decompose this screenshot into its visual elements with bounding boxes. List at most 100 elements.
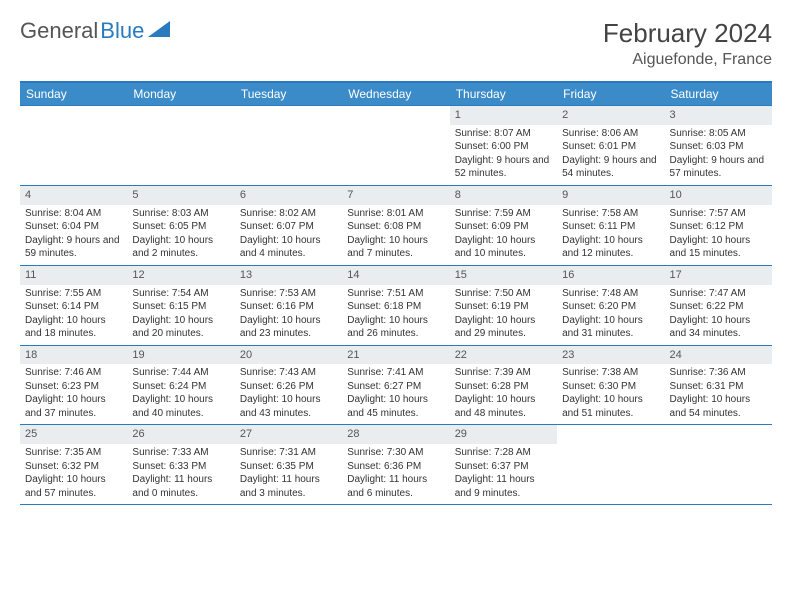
daylight-line: Daylight: 10 hours and 29 minutes. bbox=[455, 314, 552, 341]
sunset-line: Sunset: 6:08 PM bbox=[347, 220, 444, 234]
daylight-line: Daylight: 10 hours and 45 minutes. bbox=[347, 393, 444, 420]
sunrise-line: Sunrise: 7:41 AM bbox=[347, 366, 444, 380]
sunset-line: Sunset: 6:15 PM bbox=[132, 300, 229, 314]
day-cell: 27Sunrise: 7:31 AMSunset: 6:35 PMDayligh… bbox=[235, 425, 342, 504]
day-number: 16 bbox=[557, 266, 664, 285]
daylight-line: Daylight: 9 hours and 57 minutes. bbox=[670, 154, 767, 181]
day-number: 3 bbox=[665, 106, 772, 125]
weekday-header: Friday bbox=[557, 83, 664, 105]
sunset-line: Sunset: 6:30 PM bbox=[562, 380, 659, 394]
week-row: 11Sunrise: 7:55 AMSunset: 6:14 PMDayligh… bbox=[20, 265, 772, 345]
day-cell: 14Sunrise: 7:51 AMSunset: 6:18 PMDayligh… bbox=[342, 266, 449, 345]
sunrise-line: Sunrise: 7:31 AM bbox=[240, 446, 337, 460]
sunset-line: Sunset: 6:19 PM bbox=[455, 300, 552, 314]
sunrise-line: Sunrise: 8:03 AM bbox=[132, 207, 229, 221]
day-number: 29 bbox=[450, 425, 557, 444]
day-body: Sunrise: 8:02 AMSunset: 6:07 PMDaylight:… bbox=[235, 205, 342, 265]
sunset-line: Sunset: 6:32 PM bbox=[25, 460, 122, 474]
day-body: Sunrise: 7:38 AMSunset: 6:30 PMDaylight:… bbox=[557, 364, 664, 424]
brand-logo: GeneralBlue bbox=[20, 18, 170, 44]
day-body: Sunrise: 7:35 AMSunset: 6:32 PMDaylight:… bbox=[20, 444, 127, 504]
day-body: Sunrise: 8:04 AMSunset: 6:04 PMDaylight:… bbox=[20, 205, 127, 265]
day-cell: 9Sunrise: 7:58 AMSunset: 6:11 PMDaylight… bbox=[557, 186, 664, 265]
weekday-header-row: SundayMondayTuesdayWednesdayThursdayFrid… bbox=[20, 83, 772, 105]
sunset-line: Sunset: 6:24 PM bbox=[132, 380, 229, 394]
day-number: 14 bbox=[342, 266, 449, 285]
day-body: Sunrise: 7:46 AMSunset: 6:23 PMDaylight:… bbox=[20, 364, 127, 424]
daylight-line: Daylight: 10 hours and 54 minutes. bbox=[670, 393, 767, 420]
daylight-line: Daylight: 10 hours and 2 minutes. bbox=[132, 234, 229, 261]
sunrise-line: Sunrise: 7:33 AM bbox=[132, 446, 229, 460]
sunrise-line: Sunrise: 8:04 AM bbox=[25, 207, 122, 221]
day-body: Sunrise: 7:58 AMSunset: 6:11 PMDaylight:… bbox=[557, 205, 664, 265]
day-body: Sunrise: 7:55 AMSunset: 6:14 PMDaylight:… bbox=[20, 285, 127, 345]
day-number: 21 bbox=[342, 346, 449, 365]
day-body: Sunrise: 7:57 AMSunset: 6:12 PMDaylight:… bbox=[665, 205, 772, 265]
sunset-line: Sunset: 6:16 PM bbox=[240, 300, 337, 314]
day-cell: 28Sunrise: 7:30 AMSunset: 6:36 PMDayligh… bbox=[342, 425, 449, 504]
day-number: 27 bbox=[235, 425, 342, 444]
day-body: Sunrise: 8:07 AMSunset: 6:00 PMDaylight:… bbox=[450, 125, 557, 185]
title-block: February 2024 Aiguefonde, France bbox=[603, 18, 772, 69]
day-body: Sunrise: 7:59 AMSunset: 6:09 PMDaylight:… bbox=[450, 205, 557, 265]
sunset-line: Sunset: 6:07 PM bbox=[240, 220, 337, 234]
day-number: 13 bbox=[235, 266, 342, 285]
day-body: Sunrise: 7:39 AMSunset: 6:28 PMDaylight:… bbox=[450, 364, 557, 424]
sunrise-line: Sunrise: 7:28 AM bbox=[455, 446, 552, 460]
sunrise-line: Sunrise: 7:57 AM bbox=[670, 207, 767, 221]
sunset-line: Sunset: 6:09 PM bbox=[455, 220, 552, 234]
daylight-line: Daylight: 10 hours and 43 minutes. bbox=[240, 393, 337, 420]
day-cell: 5Sunrise: 8:03 AMSunset: 6:05 PMDaylight… bbox=[127, 186, 234, 265]
sunrise-line: Sunrise: 7:43 AM bbox=[240, 366, 337, 380]
day-cell: 17Sunrise: 7:47 AMSunset: 6:22 PMDayligh… bbox=[665, 266, 772, 345]
sunrise-line: Sunrise: 7:53 AM bbox=[240, 287, 337, 301]
day-number: 26 bbox=[127, 425, 234, 444]
day-cell: 2Sunrise: 8:06 AMSunset: 6:01 PMDaylight… bbox=[557, 106, 664, 185]
day-body: Sunrise: 7:36 AMSunset: 6:31 PMDaylight:… bbox=[665, 364, 772, 424]
sunset-line: Sunset: 6:18 PM bbox=[347, 300, 444, 314]
day-number: 20 bbox=[235, 346, 342, 365]
daylight-line: Daylight: 10 hours and 51 minutes. bbox=[562, 393, 659, 420]
sunrise-line: Sunrise: 7:47 AM bbox=[670, 287, 767, 301]
daylight-line: Daylight: 10 hours and 57 minutes. bbox=[25, 473, 122, 500]
day-cell: 26Sunrise: 7:33 AMSunset: 6:33 PMDayligh… bbox=[127, 425, 234, 504]
month-title: February 2024 bbox=[603, 18, 772, 49]
day-body: Sunrise: 7:48 AMSunset: 6:20 PMDaylight:… bbox=[557, 285, 664, 345]
day-body: Sunrise: 8:06 AMSunset: 6:01 PMDaylight:… bbox=[557, 125, 664, 185]
daylight-line: Daylight: 10 hours and 31 minutes. bbox=[562, 314, 659, 341]
sunrise-line: Sunrise: 8:02 AM bbox=[240, 207, 337, 221]
day-cell: . bbox=[557, 425, 664, 504]
sunrise-line: Sunrise: 7:39 AM bbox=[455, 366, 552, 380]
day-cell: . bbox=[127, 106, 234, 185]
daylight-line: Daylight: 11 hours and 0 minutes. bbox=[132, 473, 229, 500]
day-body: Sunrise: 7:47 AMSunset: 6:22 PMDaylight:… bbox=[665, 285, 772, 345]
day-cell: 18Sunrise: 7:46 AMSunset: 6:23 PMDayligh… bbox=[20, 346, 127, 425]
weekday-header: Wednesday bbox=[342, 83, 449, 105]
day-number: 8 bbox=[450, 186, 557, 205]
daylight-line: Daylight: 10 hours and 4 minutes. bbox=[240, 234, 337, 261]
sunrise-line: Sunrise: 7:55 AM bbox=[25, 287, 122, 301]
logo-triangle-icon bbox=[148, 21, 170, 37]
sunrise-line: Sunrise: 7:54 AM bbox=[132, 287, 229, 301]
day-number: 1 bbox=[450, 106, 557, 125]
day-cell: 6Sunrise: 8:02 AMSunset: 6:07 PMDaylight… bbox=[235, 186, 342, 265]
day-cell: 29Sunrise: 7:28 AMSunset: 6:37 PMDayligh… bbox=[450, 425, 557, 504]
daylight-line: Daylight: 10 hours and 37 minutes. bbox=[25, 393, 122, 420]
calendar: SundayMondayTuesdayWednesdayThursdayFrid… bbox=[20, 81, 772, 505]
day-body: Sunrise: 7:31 AMSunset: 6:35 PMDaylight:… bbox=[235, 444, 342, 504]
weekday-header: Saturday bbox=[665, 83, 772, 105]
header: GeneralBlue February 2024 Aiguefonde, Fr… bbox=[20, 18, 772, 69]
sunset-line: Sunset: 6:28 PM bbox=[455, 380, 552, 394]
day-body: Sunrise: 8:01 AMSunset: 6:08 PMDaylight:… bbox=[342, 205, 449, 265]
sunset-line: Sunset: 6:05 PM bbox=[132, 220, 229, 234]
sunrise-line: Sunrise: 8:01 AM bbox=[347, 207, 444, 221]
day-cell: 11Sunrise: 7:55 AMSunset: 6:14 PMDayligh… bbox=[20, 266, 127, 345]
day-body: Sunrise: 8:05 AMSunset: 6:03 PMDaylight:… bbox=[665, 125, 772, 185]
daylight-line: Daylight: 10 hours and 48 minutes. bbox=[455, 393, 552, 420]
week-row: ....1Sunrise: 8:07 AMSunset: 6:00 PMDayl… bbox=[20, 105, 772, 185]
sunrise-line: Sunrise: 7:30 AM bbox=[347, 446, 444, 460]
day-number: 7 bbox=[342, 186, 449, 205]
day-number: 24 bbox=[665, 346, 772, 365]
day-cell: . bbox=[235, 106, 342, 185]
sunset-line: Sunset: 6:23 PM bbox=[25, 380, 122, 394]
